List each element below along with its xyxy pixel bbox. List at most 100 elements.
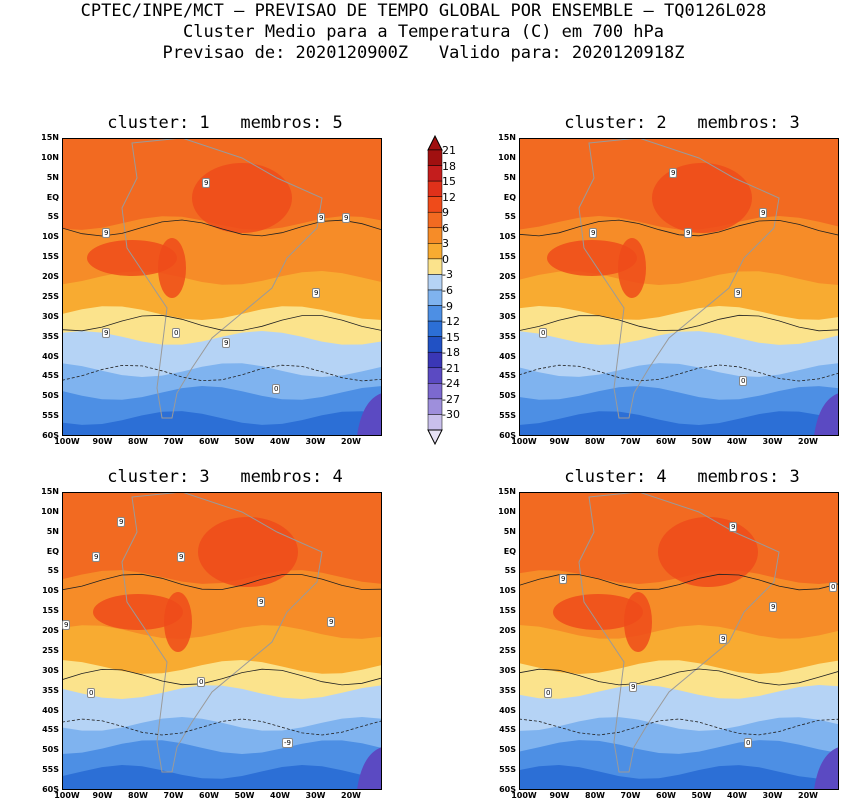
colorbar-tick-label: -30 bbox=[442, 408, 460, 422]
latitude-tick-label: 15N bbox=[41, 487, 59, 496]
contour-value-label: 9 bbox=[102, 228, 111, 238]
contour-value-label: 9 bbox=[729, 522, 738, 532]
latitude-tick-label: 5S bbox=[504, 566, 516, 576]
latitude-tick-label: 45S bbox=[42, 371, 59, 381]
warm-core-region bbox=[87, 240, 177, 276]
latitude-tick-label: 55S bbox=[42, 765, 59, 775]
latitude-tick-label: 50S bbox=[499, 745, 516, 755]
contour-value-label: 9 bbox=[92, 552, 101, 562]
contour-value-label: 9 bbox=[62, 620, 71, 630]
contour-value-label: 0 bbox=[87, 688, 96, 698]
latitude-tick-label: 15S bbox=[499, 606, 516, 616]
latitude-tick-label: 25S bbox=[42, 291, 59, 301]
latitude-tick-label: 15N bbox=[498, 133, 516, 142]
latitude-tick-label: 40S bbox=[42, 705, 59, 715]
latitude-tick-label: 40S bbox=[42, 351, 59, 361]
longitude-tick-label: 100W bbox=[54, 437, 80, 446]
contour-line bbox=[62, 219, 382, 237]
map-frame bbox=[519, 138, 839, 436]
latitude-tick-label: 35S bbox=[42, 331, 59, 341]
latitude-tick-label: 60S bbox=[499, 431, 516, 440]
contour-value-label: 9 bbox=[719, 634, 728, 644]
longitude-tick-label: 50W bbox=[691, 791, 712, 800]
coastline bbox=[121, 492, 323, 773]
latitude-tick-label: 35S bbox=[499, 331, 516, 341]
map-panel-cluster-3 bbox=[62, 492, 382, 790]
map-frame bbox=[519, 492, 839, 790]
contour-line bbox=[519, 219, 839, 237]
latitude-tick-label: 60S bbox=[499, 785, 516, 794]
contour-line bbox=[62, 573, 382, 591]
latitude-tick-label: 20S bbox=[499, 272, 516, 282]
coastline bbox=[121, 138, 323, 419]
latitude-tick-label: 25S bbox=[42, 645, 59, 655]
latitude-tick-label: 5S bbox=[47, 212, 59, 222]
cold-core-region bbox=[814, 747, 839, 790]
latitude-tick-label: 60S bbox=[42, 785, 59, 794]
latitude-tick-label: 30S bbox=[42, 311, 59, 321]
cold-core-region bbox=[814, 393, 839, 436]
colorbar-segment bbox=[427, 196, 443, 213]
longitude-tick-label: 60W bbox=[199, 437, 219, 446]
colorbar-tick-label: 6 bbox=[442, 221, 449, 235]
latitude-tick-label: 5N bbox=[46, 526, 59, 536]
longitude-tick-label: 60W bbox=[656, 791, 676, 800]
latitude-tick-label: 10N bbox=[41, 152, 59, 162]
longitude-tick-label: 30W bbox=[305, 791, 326, 800]
colorbar-segment bbox=[427, 367, 443, 384]
panel-title-cluster-1: cluster: 1 membros: 5 bbox=[107, 113, 343, 133]
contour-value-label: 0 bbox=[172, 328, 181, 338]
longitude-tick-label: 70W bbox=[620, 437, 641, 446]
latitude-tick-label: EQ bbox=[46, 192, 59, 202]
longitude-tick-label: 20W bbox=[798, 791, 818, 800]
latitude-tick-label: 55S bbox=[42, 411, 59, 421]
longitude-tick-label: 70W bbox=[163, 791, 184, 800]
colorbar-tick-label: 12 bbox=[442, 190, 456, 204]
latitude-tick-label: 30S bbox=[42, 665, 59, 675]
figure-title-line-2: Cluster Medio para a Temperatura (C) em … bbox=[182, 22, 665, 42]
contour-line bbox=[62, 314, 382, 332]
longitude-tick-label: 50W bbox=[234, 437, 255, 446]
colorbar-segment bbox=[427, 211, 443, 229]
contour-value-label: 9 bbox=[312, 288, 321, 298]
latitude-tick-label: EQ bbox=[503, 192, 516, 202]
colorbar-tick-label: -27 bbox=[442, 392, 460, 406]
contour-value-label: 9 bbox=[669, 168, 678, 178]
contour-value-label: 9 bbox=[327, 617, 336, 627]
contour-value-label: 9 bbox=[684, 228, 693, 238]
warm-core-region bbox=[618, 238, 646, 298]
colorbar-tick-label: -24 bbox=[442, 377, 460, 391]
contour-value-label: 9 bbox=[177, 552, 186, 562]
contour-value-label: 9 bbox=[117, 517, 126, 527]
cold-core-region bbox=[357, 747, 382, 790]
map-frame bbox=[62, 138, 382, 436]
contour-line bbox=[62, 364, 382, 382]
colorbar-tick-label: -3 bbox=[442, 268, 453, 282]
latitude-tick-label: 5N bbox=[46, 172, 59, 182]
latitude-tick-label: 10N bbox=[41, 506, 59, 516]
longitude-tick-label: 30W bbox=[762, 791, 783, 800]
latitude-tick-label: 5N bbox=[503, 172, 516, 182]
colorbar-tick-label: -12 bbox=[442, 315, 460, 329]
longitude-tick-label: 40W bbox=[270, 791, 290, 800]
longitude-tick-label: 80W bbox=[585, 791, 605, 800]
latitude-tick-label: EQ bbox=[503, 546, 516, 556]
latitude-tick-label: 60S bbox=[42, 431, 59, 440]
latitude-tick-label: 35S bbox=[42, 685, 59, 695]
latitude-tick-label: 10N bbox=[498, 506, 516, 516]
temperature-band bbox=[519, 570, 839, 655]
temperature-band bbox=[62, 411, 382, 436]
latitude-tick-label: 50S bbox=[42, 745, 59, 755]
contour-value-label: 0 bbox=[197, 677, 206, 687]
latitude-tick-label: 40S bbox=[499, 351, 516, 361]
cold-core-region bbox=[357, 393, 382, 436]
contour-value-label: 9 bbox=[257, 597, 266, 607]
latitude-tick-label: 25S bbox=[499, 645, 516, 655]
longitude-tick-label: 60W bbox=[199, 791, 219, 800]
latitude-tick-label: 30S bbox=[499, 665, 516, 675]
contour-value-label: 0 bbox=[544, 688, 553, 698]
latitude-tick-label: 15N bbox=[498, 487, 516, 496]
colorbar-segment bbox=[427, 289, 443, 306]
contour-value-label: 9 bbox=[734, 288, 743, 298]
longitude-tick-label: 40W bbox=[727, 437, 747, 446]
